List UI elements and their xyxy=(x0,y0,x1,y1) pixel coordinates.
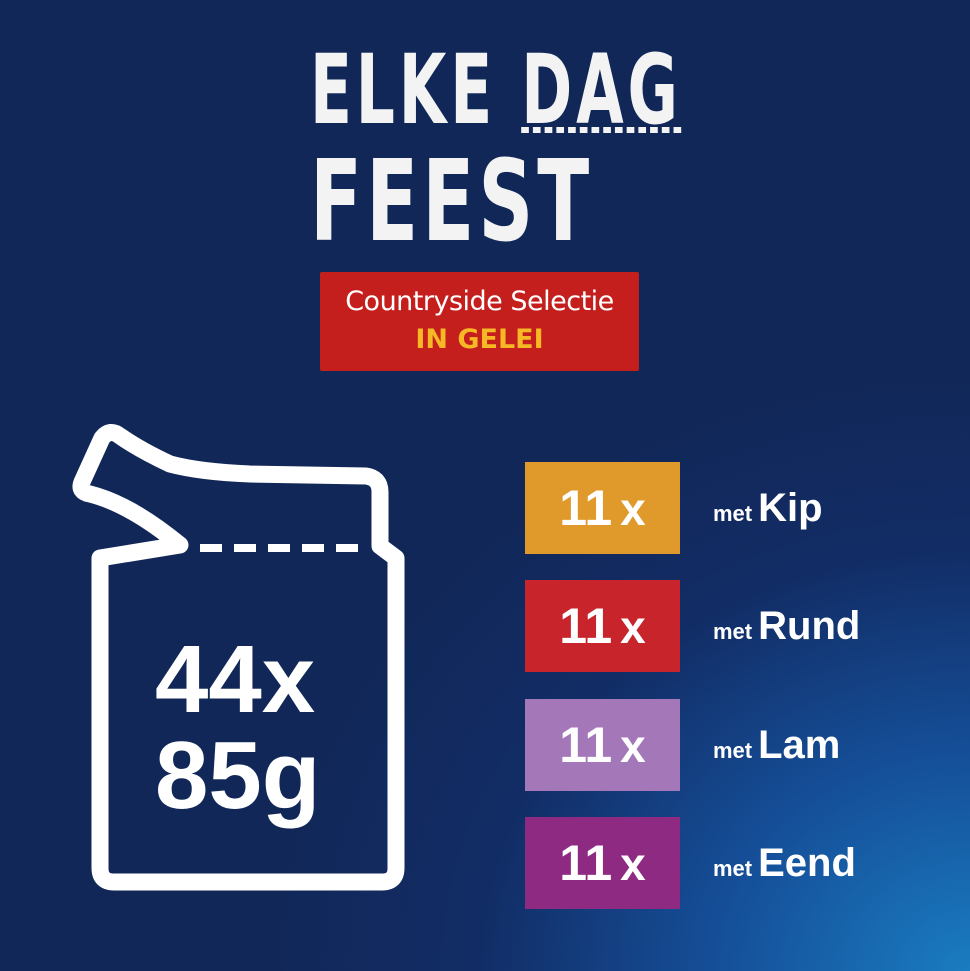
variety-met: met xyxy=(713,856,753,881)
logo-word-dag: DAG xyxy=(521,34,682,146)
variety-label: met Rund xyxy=(713,580,860,681)
variety-met: met xyxy=(713,501,753,526)
banner-subtitle: IN GELEI xyxy=(415,324,544,355)
logo-word-feest: FEEST xyxy=(310,137,594,267)
variety-met: met xyxy=(713,619,753,644)
variety-label: met Kip xyxy=(713,462,823,563)
brand-logo: ELKE DAG FEEST xyxy=(310,40,678,267)
variety-banner: Countryside Selectie IN GELEI xyxy=(320,272,639,371)
variety-x: x xyxy=(620,838,646,890)
variety-x: x xyxy=(620,483,646,535)
variety-kip: 11 x met Kip xyxy=(525,462,823,554)
pouch-icon xyxy=(72,424,405,891)
variety-name: Kip xyxy=(758,486,823,530)
pack-weight: 85g xyxy=(155,722,321,829)
variety-count: 11 xyxy=(559,835,613,891)
variety-name: Lam xyxy=(758,723,841,767)
banner-title: Countryside Selectie xyxy=(345,286,614,317)
variety-eend: 11 x met Eend xyxy=(525,817,856,909)
variety-label: met Eend xyxy=(713,817,856,918)
variety-x: x xyxy=(620,601,646,653)
variety-met: met xyxy=(713,738,753,763)
variety-lam: 11 x met Lam xyxy=(525,699,840,791)
pack-size: 44x 85g xyxy=(155,632,320,824)
variety-count: 11 xyxy=(559,480,613,536)
pack-count: 44x xyxy=(155,626,316,733)
variety-name: Eend xyxy=(758,841,856,885)
variety-name: Rund xyxy=(758,604,861,648)
variety-count: 11 xyxy=(559,598,613,654)
variety-rund: 11 x met Rund xyxy=(525,580,860,672)
logo-word-elke: ELKE xyxy=(310,34,497,146)
variety-x: x xyxy=(620,720,646,772)
variety-label: met Lam xyxy=(713,699,840,800)
variety-count: 11 xyxy=(559,717,613,773)
